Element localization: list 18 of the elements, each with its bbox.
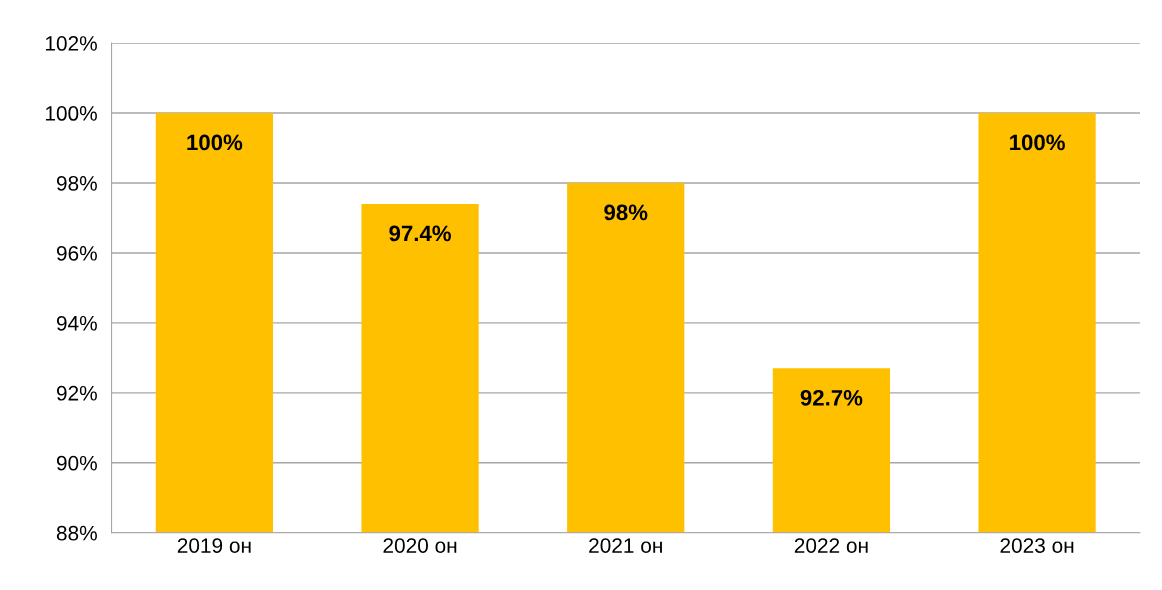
y-tick-label: 90%: [56, 455, 97, 471]
y-tick-label: 88%: [56, 525, 97, 541]
data-label: 92.7%: [800, 389, 863, 406]
y-tick-label: 98%: [56, 175, 97, 191]
x-tick-label: 2021 он: [589, 538, 662, 553]
y-tick-label: 102%: [45, 36, 97, 51]
y-tick-label: 92%: [56, 385, 97, 401]
x-tick-label: 2020 он: [383, 538, 457, 553]
x-tick-label: 2023 он: [1000, 538, 1074, 553]
data-label: 98%: [604, 204, 648, 221]
y-tick-label: 100%: [45, 106, 97, 121]
data-label: 97.4%: [389, 225, 451, 242]
x-tick-label: 2022 он: [794, 538, 868, 553]
data-label: 100%: [187, 134, 243, 151]
data-label: 100%: [1010, 134, 1065, 151]
x-tick-label: 2019 он: [177, 538, 251, 553]
y-tick-label: 96%: [56, 245, 97, 261]
y-tick-label: 94%: [56, 315, 97, 331]
